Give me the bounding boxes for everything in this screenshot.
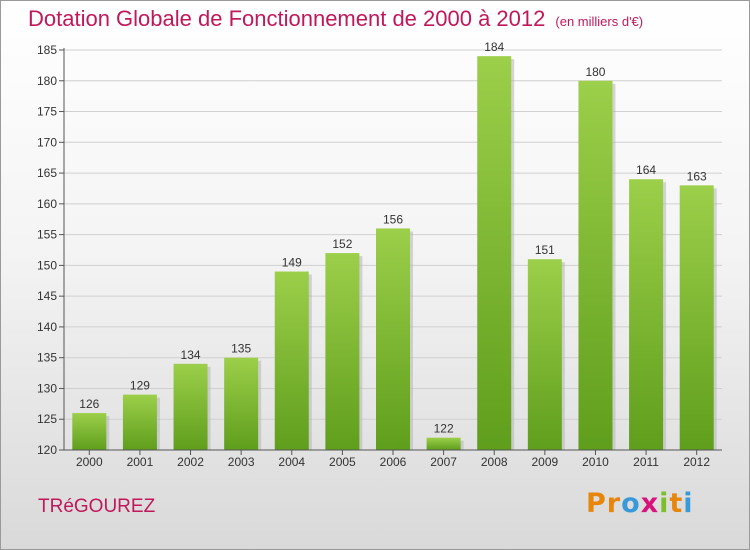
bar <box>376 228 410 450</box>
logo-letter: i <box>683 488 694 519</box>
x-tick-label: 2012 <box>683 455 710 469</box>
bar <box>477 56 512 451</box>
x-tick-label: 2004 <box>278 455 305 469</box>
x-tick-label: 2005 <box>329 455 356 469</box>
commune-name: TRéGOUREZ <box>38 496 156 517</box>
y-tick-label: 180 <box>37 74 57 88</box>
x-tick-label: 2009 <box>531 455 558 469</box>
bar <box>325 253 360 450</box>
bar-value-label: 134 <box>181 348 201 362</box>
x-tick-label: 2000 <box>76 455 103 469</box>
bar-value-label: 164 <box>636 163 656 177</box>
y-tick-label: 170 <box>37 135 57 149</box>
bar-value-label: 163 <box>687 169 707 183</box>
logo-letter: t <box>669 488 684 519</box>
logo-letter: x <box>640 488 660 519</box>
y-tick-label: 130 <box>37 381 57 395</box>
bar <box>224 357 259 450</box>
bar-value-label: 152 <box>332 237 352 251</box>
x-tick-label: 2002 <box>177 455 204 469</box>
y-tick-label: 175 <box>37 105 57 119</box>
logo-letter: P <box>586 488 607 519</box>
bar-value-label: 126 <box>79 397 99 411</box>
y-tick-label: 165 <box>37 166 57 180</box>
bar <box>274 271 309 450</box>
x-tick-label: 2006 <box>380 455 407 469</box>
bar-value-label: 184 <box>484 40 504 54</box>
chart-title: Dotation Globale de Fonctionnement de 20… <box>28 6 643 32</box>
bar-value-label: 135 <box>231 342 251 356</box>
bar <box>173 363 208 450</box>
chart-title-text: Dotation Globale de Fonctionnement de 20… <box>28 6 546 31</box>
y-tick-label: 120 <box>37 443 57 457</box>
x-tick-label: 2008 <box>481 455 508 469</box>
bar-value-label: 149 <box>282 256 302 270</box>
x-tick-label: 2010 <box>582 455 609 469</box>
y-tick-label: 125 <box>37 412 57 426</box>
y-tick-label: 150 <box>37 258 57 272</box>
y-tick-label: 155 <box>37 228 57 242</box>
bar-value-label: 156 <box>383 212 403 226</box>
x-tick-label: 2007 <box>430 455 457 469</box>
bar <box>578 80 613 451</box>
bar <box>629 179 664 450</box>
bar <box>426 437 461 450</box>
y-tick-label: 140 <box>37 320 57 334</box>
x-tick-label: 2001 <box>127 455 154 469</box>
bar <box>527 259 562 450</box>
bar-value-label: 180 <box>585 65 605 79</box>
bar-value-label: 151 <box>535 243 555 257</box>
logo-letter: i <box>659 488 670 519</box>
y-tick-label: 185 <box>37 43 57 57</box>
x-tick-label: 2011 <box>633 455 659 469</box>
bars: 126 129 134 135 149 152 156 122 184 151 180 164 163 <box>72 40 717 451</box>
y-tick-label: 160 <box>37 197 57 211</box>
proxiti-logo: Proxiti <box>586 488 694 519</box>
y-tick-label: 145 <box>37 289 57 303</box>
logo-letter: o <box>621 488 641 519</box>
bar <box>122 394 157 450</box>
logo-letter: r <box>606 488 622 519</box>
bar <box>72 413 107 450</box>
bar-value-label: 129 <box>130 379 150 393</box>
chart-subtitle: (en milliers d'€) <box>555 14 644 29</box>
bar <box>679 185 714 450</box>
x-tick-label: 2003 <box>228 455 255 469</box>
bar-value-label: 122 <box>434 422 454 436</box>
axes: 1201251301351401451501551601651701751801… <box>37 43 722 469</box>
y-tick-label: 135 <box>37 351 57 365</box>
